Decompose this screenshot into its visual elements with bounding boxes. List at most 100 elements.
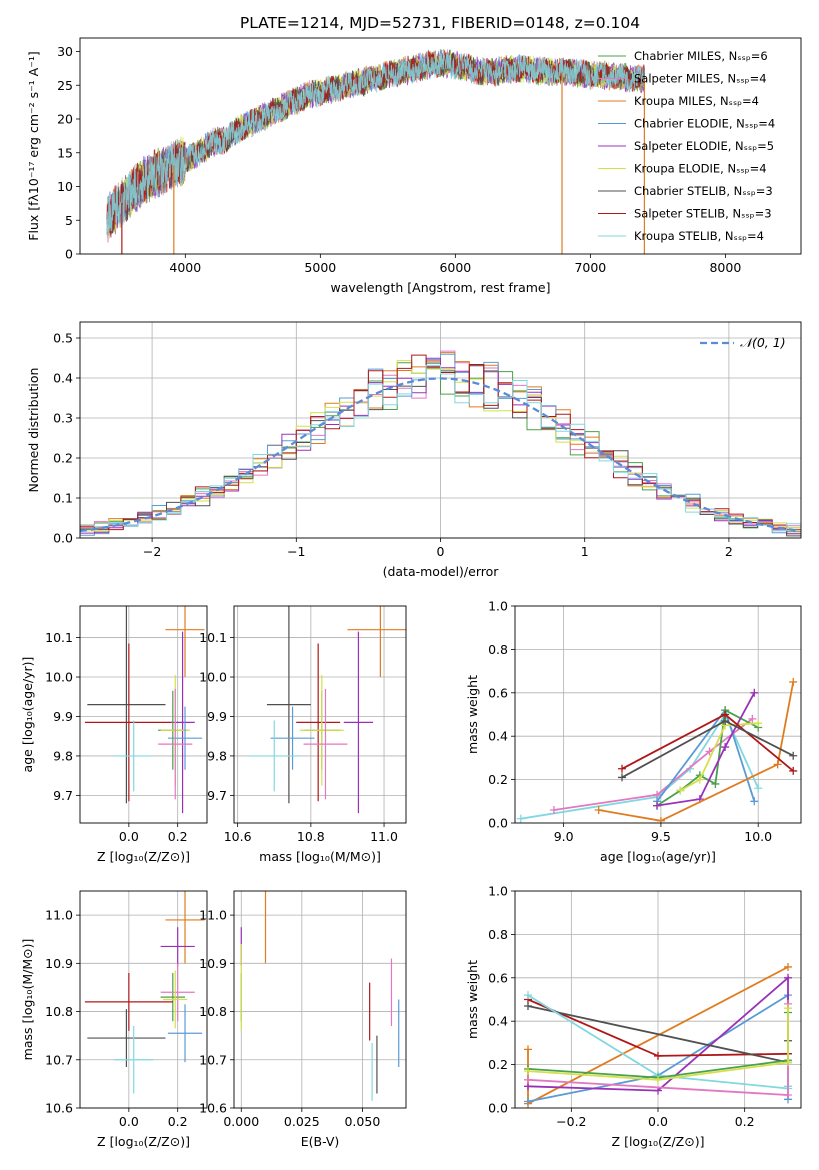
y-tick-label: 25 bbox=[57, 78, 73, 93]
legend-label-krou_elodie: Kroupa ELODIE, Nₛₛₚ=4 bbox=[634, 162, 767, 176]
x-tick-label: −1 bbox=[287, 544, 305, 559]
y-tick-label: 0.4 bbox=[488, 729, 508, 744]
x-tick-label: 0.2 bbox=[168, 1114, 188, 1129]
mass-weight-line-krou_elodie bbox=[679, 722, 759, 792]
mass-weight-marker-chab_miles bbox=[711, 779, 720, 788]
y-tick-label: 10.8 bbox=[45, 1004, 73, 1019]
axes-frame bbox=[514, 890, 802, 1109]
mass-weight-marker-krou_miles bbox=[524, 1045, 532, 1054]
axes-frame bbox=[233, 890, 407, 1109]
mass-weight-marker-salp_stelib bbox=[789, 766, 798, 775]
mass-weight-marker-krou_miles bbox=[773, 760, 782, 769]
x-tick-label: 10.8 bbox=[297, 829, 325, 844]
mass-weight-marker-krou_elodie bbox=[754, 719, 763, 728]
y-tick-label: 0.2 bbox=[488, 772, 508, 787]
plot-area-residual_hist bbox=[80, 322, 801, 538]
mass-weight-line-krou_miles bbox=[598, 681, 795, 822]
y-tick-label: 0.6 bbox=[488, 970, 508, 985]
plot-area-mass_weight_vs_Z bbox=[515, 891, 801, 1108]
hist-krou_stelib bbox=[80, 364, 801, 532]
x-tick-label: 11.0 bbox=[370, 829, 398, 844]
x-tick-label: 0.2 bbox=[168, 829, 188, 844]
y-tick-label: 10.8 bbox=[199, 1004, 227, 1019]
mass-weight-marker-salp_elodie bbox=[653, 801, 662, 810]
x-axis-label: (data-model)/error bbox=[383, 564, 500, 579]
mass-weight-marker-krou_elodie bbox=[784, 1058, 792, 1067]
mass-weight-marker-krou_miles bbox=[784, 962, 792, 971]
x-tick-label: 9.5 bbox=[651, 829, 671, 844]
mass-weight-marker-krou_elodie bbox=[695, 775, 704, 784]
x-tick-label: −0.2 bbox=[556, 1114, 586, 1129]
legend-label-salp_stelib: Salpeter STELIB, Nₛₛₚ=3 bbox=[634, 207, 772, 221]
y-tick-label: 15 bbox=[57, 145, 73, 160]
legend-label-salp_elodie: Salpeter ELODIE, Nₛₛₚ=5 bbox=[634, 139, 774, 153]
legend-label-chab_miles: Chabrier MILES, Nₛₛₚ=6 bbox=[634, 49, 768, 63]
y-tick-label: 5 bbox=[65, 213, 73, 228]
panel-residual_hist: −2 −1 0 1 2 0.0 0.1 0.2 0.3 0.4 0.5 (data-model)/er… bbox=[26, 321, 802, 579]
panel-mass_weight_vs_age: 9.0 9.5 10.0 0.0 0.2 0.4 0.6 0.8 1.0 age [log₁₀(a… bbox=[465, 599, 802, 864]
y-axis-label: mass weight bbox=[465, 960, 480, 1039]
plot-area-mass_weight_vs_age bbox=[515, 606, 801, 823]
mass-weight-marker-chab_stelib bbox=[618, 773, 627, 782]
mass-weight-marker-salp_elodie bbox=[750, 688, 759, 697]
y-tick-label: 10.9 bbox=[199, 956, 227, 971]
legend-hist: 𝒩(0, 1) bbox=[700, 335, 786, 350]
x-axis-label: E(B-V) bbox=[301, 1134, 340, 1149]
plot-area-age_vs_mass bbox=[234, 606, 406, 823]
y-tick-label: 1.0 bbox=[488, 884, 508, 899]
y-tick-label: 0.8 bbox=[488, 642, 508, 657]
x-tick-label: 2 bbox=[725, 544, 733, 559]
x-tick-label: 0.0 bbox=[119, 829, 139, 844]
axes-frame bbox=[514, 605, 802, 824]
y-tick-label: 0.6 bbox=[488, 685, 508, 700]
y-tick-label: 10.1 bbox=[199, 630, 227, 645]
y-tick-label: 10.0 bbox=[199, 670, 227, 685]
mass-weight-marker-salp_miles bbox=[748, 714, 757, 723]
mass-weight-marker-salp_elodie bbox=[721, 743, 730, 752]
x-axis-label: Z [log₁₀(Z/Z⊙)] bbox=[97, 849, 190, 864]
x-axis-label: Z [log₁₀(Z/Z⊙)] bbox=[612, 1134, 705, 1149]
mass-weight-marker-chab_elodie bbox=[524, 1097, 532, 1106]
axes-frame bbox=[79, 890, 208, 1109]
x-tick-label: 5000 bbox=[304, 260, 336, 275]
axes-frame bbox=[79, 605, 208, 824]
y-tick-label: 9.8 bbox=[207, 748, 227, 763]
y-axis-label: Flux [fλ10⁻¹⁷ erg cm⁻² s⁻¹ A⁻¹] bbox=[26, 51, 41, 240]
mass-weight-marker-krou_stelib bbox=[524, 991, 532, 1000]
x-tick-label: 0.000 bbox=[223, 1114, 259, 1129]
y-tick-label: 0.1 bbox=[53, 491, 73, 506]
y-tick-label: 9.9 bbox=[53, 709, 73, 724]
normal-curve bbox=[80, 377, 799, 533]
mass-weight-marker-krou_elodie bbox=[784, 1004, 792, 1013]
y-tick-label: 0.2 bbox=[53, 451, 73, 466]
mass-weight-marker-krou_miles bbox=[789, 677, 798, 686]
y-tick-label: 0.4 bbox=[488, 1014, 508, 1029]
legend-label-chab_elodie: Chabrier ELODIE, Nₛₛₚ=4 bbox=[634, 117, 775, 131]
plot-area-age_vs_Z bbox=[80, 606, 207, 823]
legend-label-krou_stelib: Kroupa STELIB, Nₛₛₚ=4 bbox=[634, 229, 764, 243]
y-tick-label: 0.0 bbox=[488, 816, 508, 831]
y-tick-label: 1.0 bbox=[488, 599, 508, 614]
x-tick-label: 0.0 bbox=[648, 1114, 668, 1129]
mass-weight-marker-krou_elodie bbox=[654, 1075, 662, 1084]
y-tick-label: 0.0 bbox=[53, 531, 73, 546]
axes-frame bbox=[79, 321, 802, 539]
y-tick-label: 0.3 bbox=[53, 411, 73, 426]
mass-weight-marker-salp_elodie bbox=[784, 973, 792, 982]
legend-label-salp_miles: Salpeter MILES, Nₛₛₚ=4 bbox=[634, 72, 767, 86]
x-tick-label: 6000 bbox=[439, 260, 471, 275]
y-tick-label: 10.0 bbox=[45, 670, 73, 685]
mass-weight-line-salp_elodie bbox=[656, 692, 756, 807]
panel-mass_vs_ebv: 0.000 0.025 0.050 10.6 10.7 10.8 10.9 11.0 E(B-V… bbox=[199, 890, 407, 1149]
mass-weight-marker-salp_miles bbox=[549, 805, 558, 814]
y-tick-label: 11.0 bbox=[199, 908, 227, 923]
panel-mass_vs_Z: 0.0 0.2 10.6 10.7 10.8 10.9 11.0 Z [log₁₀(Z/Z⊙)… bbox=[20, 890, 208, 1149]
mass-weight-marker-salp_miles bbox=[524, 1075, 532, 1084]
y-tick-label: 9.7 bbox=[53, 788, 73, 803]
y-tick-label: 10.6 bbox=[199, 1101, 227, 1116]
mass-weight-marker-chab_elodie bbox=[750, 797, 759, 806]
y-tick-label: 0.5 bbox=[53, 331, 73, 346]
plot-area-spectrum bbox=[106, 48, 645, 254]
x-axis-label: mass [log₁₀(M/M⊙)] bbox=[259, 849, 381, 864]
